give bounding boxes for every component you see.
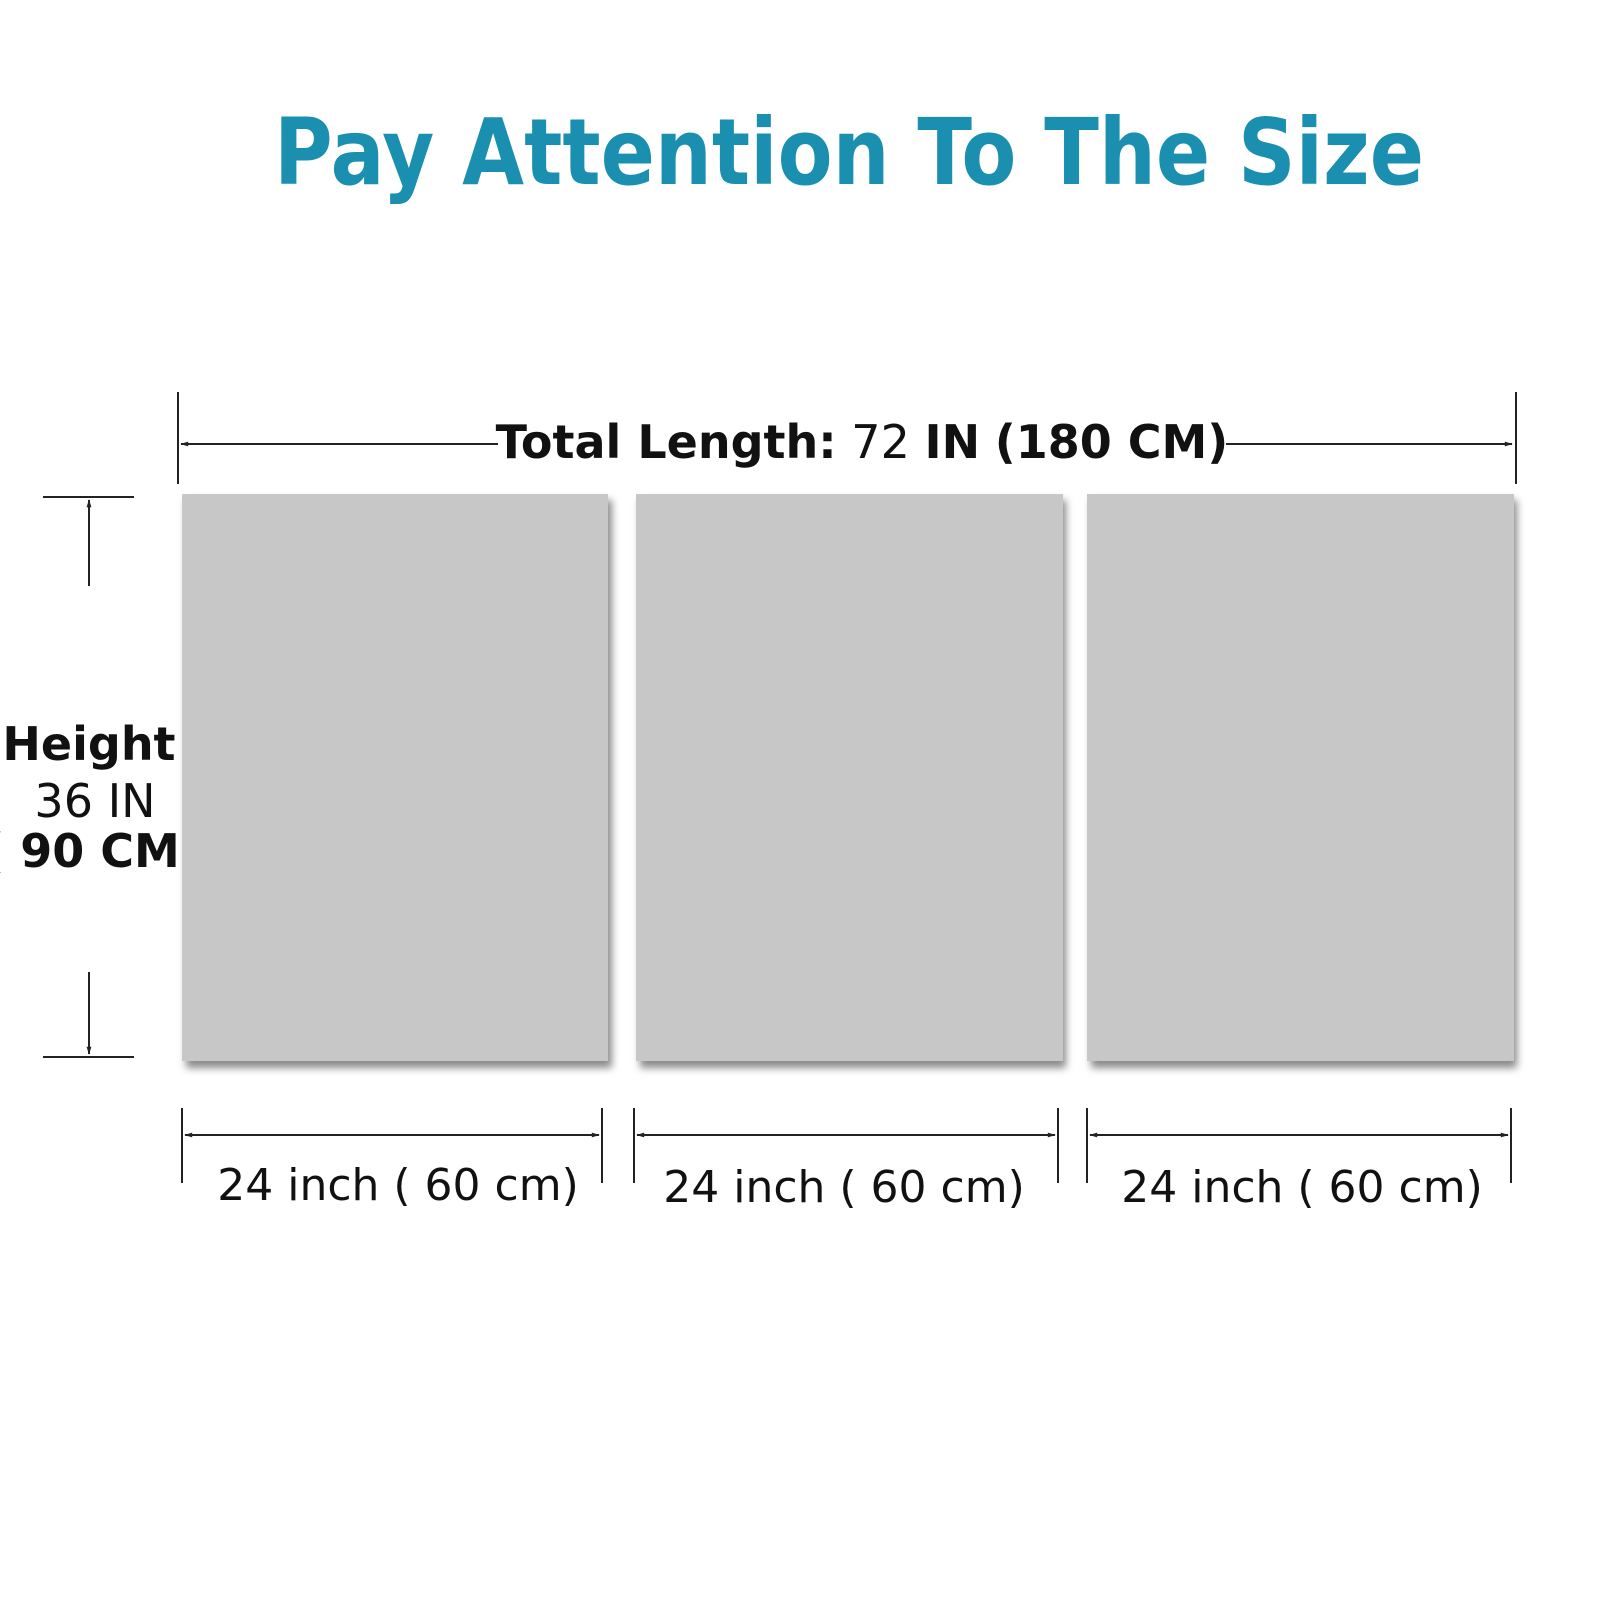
panel-2-width-dimension (633, 1108, 1059, 1183)
total-length-dimension (177, 392, 1517, 484)
height-label: Height (2, 717, 175, 771)
panel-3 (1087, 494, 1514, 1061)
height-value: 36 IN (34, 774, 155, 828)
panel-2-width-label: 24 inch ( 60 cm) (663, 1162, 1025, 1213)
panel-group (182, 494, 1517, 1068)
panel-1 (182, 494, 608, 1061)
panel-3-width-label: 24 inch ( 60 cm) (1121, 1162, 1483, 1213)
panel-1-width-label: 24 inch ( 60 cm) (217, 1160, 579, 1211)
page-title: Pay Attention To The Size (274, 99, 1424, 206)
panel-2 (636, 494, 1063, 1061)
panel-3-width-dimension (1086, 1108, 1512, 1183)
height-dimension (43, 496, 134, 1058)
height-metric: ( 90 CM) (0, 824, 201, 878)
panel-1-width-dimension (181, 1108, 603, 1183)
total-length-label: Total Length: 72 IN (180 CM) (496, 415, 1229, 469)
